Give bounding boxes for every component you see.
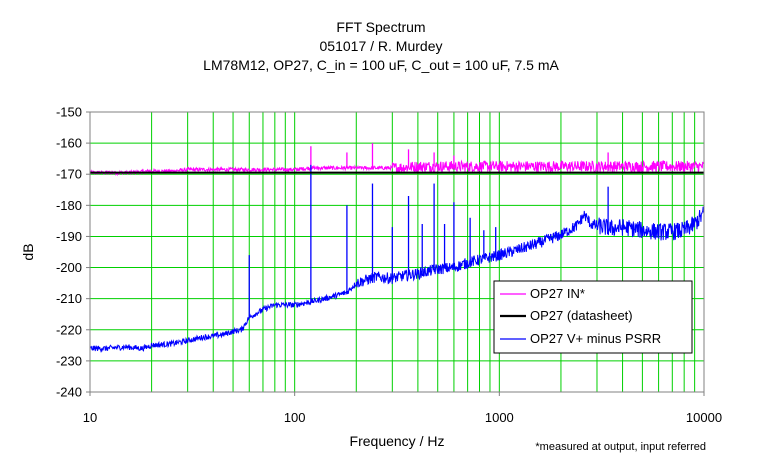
y-tick-label: -190 (56, 229, 82, 244)
y-axis-label: dB (20, 243, 36, 260)
legend: OP27 IN* OP27 (datasheet) OP27 V+ minus … (493, 280, 693, 354)
y-tick-label: -230 (56, 353, 82, 368)
title-line-3: LM78M12, OP27, C_in = 100 uF, C_out = 10… (203, 57, 559, 73)
y-tick-label: -150 (56, 105, 82, 120)
y-tick-label: -160 (56, 136, 82, 151)
x-tick-label: 100 (284, 410, 306, 425)
y-tick-label: -210 (56, 291, 82, 306)
y-axis-ticks: -240 -230 -220 -210 -200 -190 -180 -170 -160 -150 (56, 105, 90, 400)
plot-frame (89, 111, 705, 393)
y-tick-label: -220 (56, 322, 82, 337)
chart-title: FFT Spectrum 051017 / R. Murdey LM78M12,… (203, 19, 559, 73)
legend-label-op27-in: OP27 IN* (530, 286, 585, 301)
x-axis-label: Frequency / Hz (350, 433, 445, 449)
y-tick-label: -240 (56, 385, 82, 400)
legend-label-op27-datasheet: OP27 (datasheet) (530, 308, 633, 323)
title-line-1: FFT Spectrum (336, 19, 425, 35)
x-tick-label: 10000 (686, 410, 722, 425)
y-tick-label: -200 (56, 260, 82, 275)
footnote: *measured at output, input referred (535, 441, 706, 453)
y-tick-label: -180 (56, 198, 82, 213)
legend-label-op27-psrr: OP27 V+ minus PSRR (530, 331, 661, 346)
x-tick-label: 1000 (485, 410, 514, 425)
x-axis-ticks: 10 100 1000 10000 (83, 392, 722, 425)
y-tick-label: -170 (56, 167, 82, 182)
title-line-2: 051017 / R. Murdey (320, 38, 443, 54)
x-tick-label: 10 (83, 410, 97, 425)
series-line-2 (89, 206, 705, 353)
series-group (89, 143, 705, 353)
legend-box (493, 280, 693, 354)
